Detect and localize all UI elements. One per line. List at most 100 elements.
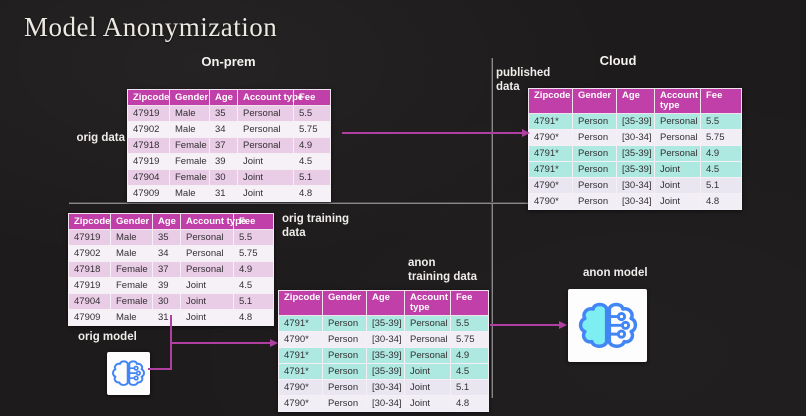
- orig-data-table: Zipcode Gender Age Account type Fee 47919 Male…: [127, 89, 331, 202]
- table-cell: 47909: [127, 185, 170, 202]
- table-row: 47919 Male 35 Personal 5.5: [127, 105, 331, 122]
- table-cell: 47904: [127, 169, 170, 186]
- table-cell: Male: [110, 245, 153, 262]
- table-row: 47909 Male 31 Joint 4.8: [68, 309, 274, 326]
- table-cell: Person: [572, 161, 617, 178]
- table-cell: Male: [169, 105, 210, 122]
- table-cell: Female: [110, 261, 153, 278]
- table-cell: 5.5: [293, 105, 331, 122]
- table-row: 47918 Female 37 Personal 4.9: [127, 137, 331, 154]
- arrow-anontraining-to-anonmodel: [490, 320, 567, 329]
- table-cell: 47919: [127, 153, 170, 170]
- brain-circuit-icon: [112, 360, 145, 386]
- published-anon-data-table: Zipcode Gender Age Account type Fee 4791* Pers…: [528, 88, 742, 210]
- table-row: 47902 Male 34 Personal 5.75: [68, 245, 274, 262]
- table-cell: [35-39]: [366, 347, 405, 364]
- column-header: Age: [616, 88, 655, 114]
- table-cell: Female: [110, 293, 153, 310]
- table-cell: 4.9: [233, 261, 274, 278]
- table-cell: 37: [209, 137, 238, 154]
- brain-circuit-icon: [578, 302, 637, 348]
- table-cell: 4.8: [293, 185, 331, 202]
- table-cell: 4.9: [700, 145, 742, 162]
- table-cell: Joint: [654, 161, 701, 178]
- table-cell: Joint: [654, 177, 701, 194]
- table-cell: 4.8: [233, 309, 274, 326]
- table-cell: Person: [322, 379, 367, 396]
- column-header: Fee: [450, 290, 489, 316]
- onprem-cloud-divider-line: [491, 58, 493, 398]
- table-row: 47919 Female 39 Joint 4.5: [127, 153, 331, 170]
- table-cell: 5.75: [700, 129, 742, 146]
- table-cell: 47919: [68, 229, 111, 246]
- table-cell: Male: [110, 309, 153, 326]
- table-cell: Person: [322, 347, 367, 364]
- table-cell: 4791*: [528, 161, 573, 178]
- table-row: 47904 Female 30 Joint 5.1: [127, 169, 331, 186]
- table-cell: Female: [169, 169, 210, 186]
- column-header: Zipcode: [278, 290, 323, 316]
- table-cell: [30-34]: [366, 379, 405, 396]
- table-cell: [30-34]: [616, 129, 655, 146]
- table-cell: 4790*: [278, 379, 323, 396]
- table-cell: [35-39]: [616, 113, 655, 130]
- table-row: 47919 Female 39 Joint 4.5: [68, 277, 274, 294]
- published-data-label: published data: [496, 67, 551, 93]
- onprem-heading: On-prem: [201, 54, 256, 69]
- table-cell: [30-34]: [366, 395, 405, 412]
- table-cell: 47902: [68, 245, 111, 262]
- column-header: Zipcode: [68, 213, 111, 230]
- table-cell: Joint: [237, 169, 294, 186]
- table-cell: 47909: [68, 309, 111, 326]
- table-cell: [35-39]: [616, 161, 655, 178]
- column-header: Age: [152, 213, 181, 230]
- table-cell: Personal: [404, 315, 451, 332]
- table-cell: 4791*: [528, 145, 573, 162]
- table-cell: 35: [152, 229, 181, 246]
- table-row: 4791* Person [35-39] Personal 4.9: [278, 347, 489, 364]
- table-cell: Person: [572, 129, 617, 146]
- arrow-origtraining-to-anontraining: [171, 338, 278, 347]
- column-header: Gender: [110, 213, 153, 230]
- column-header: Gender: [572, 88, 617, 114]
- table-cell: 47918: [127, 137, 170, 154]
- table-header-row: Zipcode Gender Age Account type Fee: [278, 290, 489, 316]
- table-row: 4791* Person [35-39] Joint 4.5: [278, 363, 489, 380]
- anon-model-box: [568, 289, 647, 362]
- table-cell: Joint: [404, 363, 451, 380]
- table-cell: 4790*: [528, 177, 573, 194]
- orig-data-label: orig data: [76, 132, 125, 144]
- table-cell: 31: [209, 185, 238, 202]
- table-cell: 5.75: [293, 121, 331, 138]
- table-cell: Personal: [180, 261, 234, 278]
- table-cell: 47904: [68, 293, 111, 310]
- anon-model-label: anon model: [583, 267, 648, 279]
- table-header-row: Zipcode Gender Age Account type Fee: [127, 89, 331, 106]
- table-cell: Person: [572, 177, 617, 194]
- column-header: Fee: [293, 89, 331, 106]
- table-cell: 37: [152, 261, 181, 278]
- table-cell: 5.75: [233, 245, 274, 262]
- orig-model-label: orig model: [78, 331, 137, 343]
- table-cell: Personal: [237, 121, 294, 138]
- column-header: Account type: [654, 88, 701, 114]
- table-cell: 4790*: [528, 193, 573, 210]
- table-cell: Female: [169, 153, 210, 170]
- column-header: Zipcode: [127, 89, 170, 106]
- connector-origmodel-link: [148, 368, 172, 370]
- table-row: 4790* Person [30-34] Personal 5.75: [528, 129, 742, 146]
- table-cell: 30: [152, 293, 181, 310]
- table-cell: 4791*: [278, 363, 323, 380]
- column-header: Fee: [700, 88, 742, 114]
- table-cell: Male: [110, 229, 153, 246]
- table-cell: Joint: [404, 379, 451, 396]
- column-header: Account type: [237, 89, 303, 106]
- table-cell: 4.5: [700, 161, 742, 178]
- table-cell: 4790*: [278, 395, 323, 412]
- column-header: Zipcode: [528, 88, 573, 114]
- table-cell: 4.5: [233, 277, 274, 294]
- table-cell: 5.75: [450, 331, 489, 348]
- table-cell: Personal: [654, 145, 701, 162]
- table-cell: Male: [169, 121, 210, 138]
- table-cell: Personal: [404, 331, 451, 348]
